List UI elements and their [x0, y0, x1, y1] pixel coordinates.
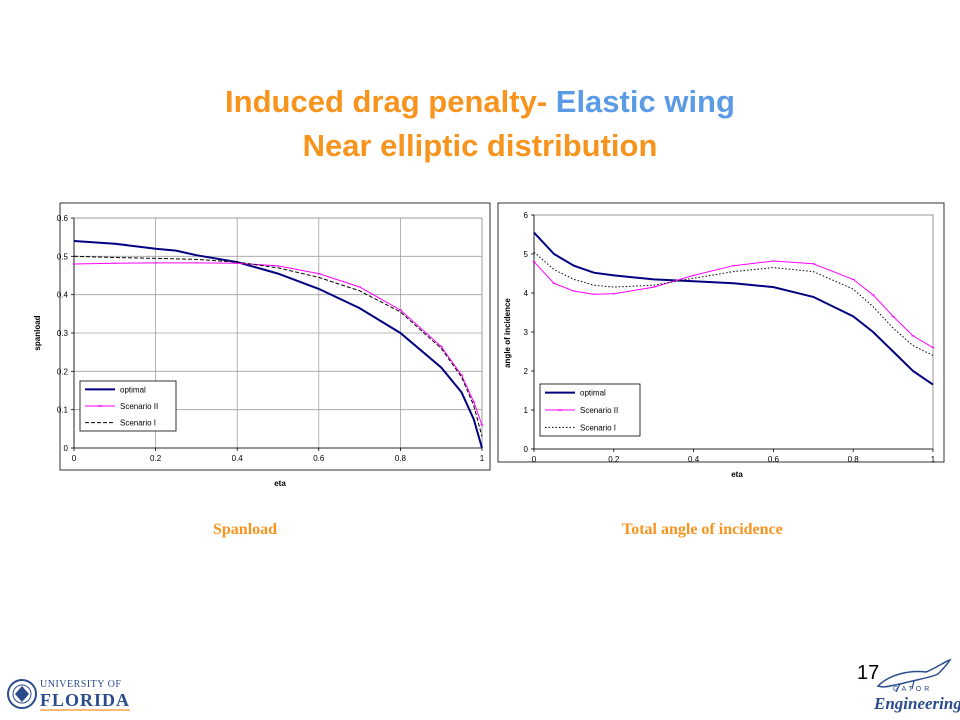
y-tick-label: 0 [64, 444, 69, 453]
x-tick-label: 0.2 [608, 455, 620, 464]
legend-label: Scenario II [580, 406, 618, 415]
x-tick-label: 1 [480, 454, 485, 463]
series-line-optimal [73, 240, 483, 449]
y-tick-label: 0 [524, 445, 529, 454]
caption-angle-of-incidence: Total angle of incidence [622, 521, 783, 538]
x-tick-label: 0.8 [848, 455, 860, 464]
legend-label: optimal [580, 389, 606, 398]
series-line-scenario-i [73, 255, 483, 437]
x-tick-label: 1 [931, 455, 936, 464]
y-tick-label: 0.2 [57, 367, 69, 376]
y-tick-label: 0.1 [57, 406, 69, 415]
chart-1: 0 0.2 0.4 0.6 0.8 1 0 0.1 0.2 0.3 0.4 0.5 0.6 eta span… [33, 202, 491, 488]
y-tick-label: 0.6 [57, 214, 69, 223]
y-tick-label: 5 [524, 250, 529, 259]
x-tick-label: 0.8 [395, 454, 407, 463]
x-tick-label: 0.4 [232, 454, 244, 463]
x-tick-label: 0.4 [688, 455, 700, 464]
y-tick-label: 2 [524, 367, 529, 376]
chart-2: 0 0.2 0.4 0.6 0.8 1 0 1 2 3 4 5 6 eta angle of inciden… [497, 202, 945, 479]
series-line-scenario-i [533, 251, 934, 356]
x-tick-label: 0.6 [313, 454, 325, 463]
gator-engineering-logo-icon [876, 658, 952, 693]
legend-label: Scenario II [120, 402, 158, 411]
title-part1: Induced drag penalty- [225, 84, 556, 119]
x-tick-label: 0 [532, 455, 537, 464]
y-tick-label: 6 [524, 211, 529, 220]
y-tick-label: 1 [524, 406, 529, 415]
series-line-optimal [533, 231, 934, 386]
y-tick-label: 0.5 [57, 252, 69, 261]
slide-title-line2: Near elliptic distribution [302, 128, 658, 163]
y-tick-label: 4 [524, 289, 529, 298]
uf-logo-line1: UNIVERSITY OF [40, 679, 122, 690]
x-tick-label: 0 [72, 454, 77, 463]
uf-logo-line2: FLORIDA [40, 690, 131, 710]
title-accent: Elastic wing [555, 84, 735, 119]
x-tick-label: 0.6 [768, 455, 780, 464]
page-number: 17 [857, 662, 880, 684]
caption-spanload: Spanload [213, 521, 278, 538]
y-tick-label: 3 [524, 328, 529, 337]
y-axis-label: angle of incidence [503, 298, 512, 368]
x-axis-label: eta [731, 470, 743, 479]
legend-label: Scenario I [580, 423, 616, 432]
y-axis-label: spanload [33, 315, 42, 350]
university-of-florida-seal-icon [7, 679, 130, 711]
x-axis-label: eta [274, 479, 286, 488]
slide-title-line1: Induced drag penalty- Elastic wing [0, 84, 960, 120]
legend-label: Scenario I [120, 419, 156, 428]
gator-logo-word: Engineering [874, 694, 960, 713]
y-tick-label: 0.4 [57, 291, 69, 300]
gator-logo-sub: GATOR [893, 686, 933, 693]
legend-label: optimal [120, 385, 146, 394]
y-tick-label: 0.3 [57, 329, 69, 338]
x-tick-label: 0.2 [150, 454, 162, 463]
